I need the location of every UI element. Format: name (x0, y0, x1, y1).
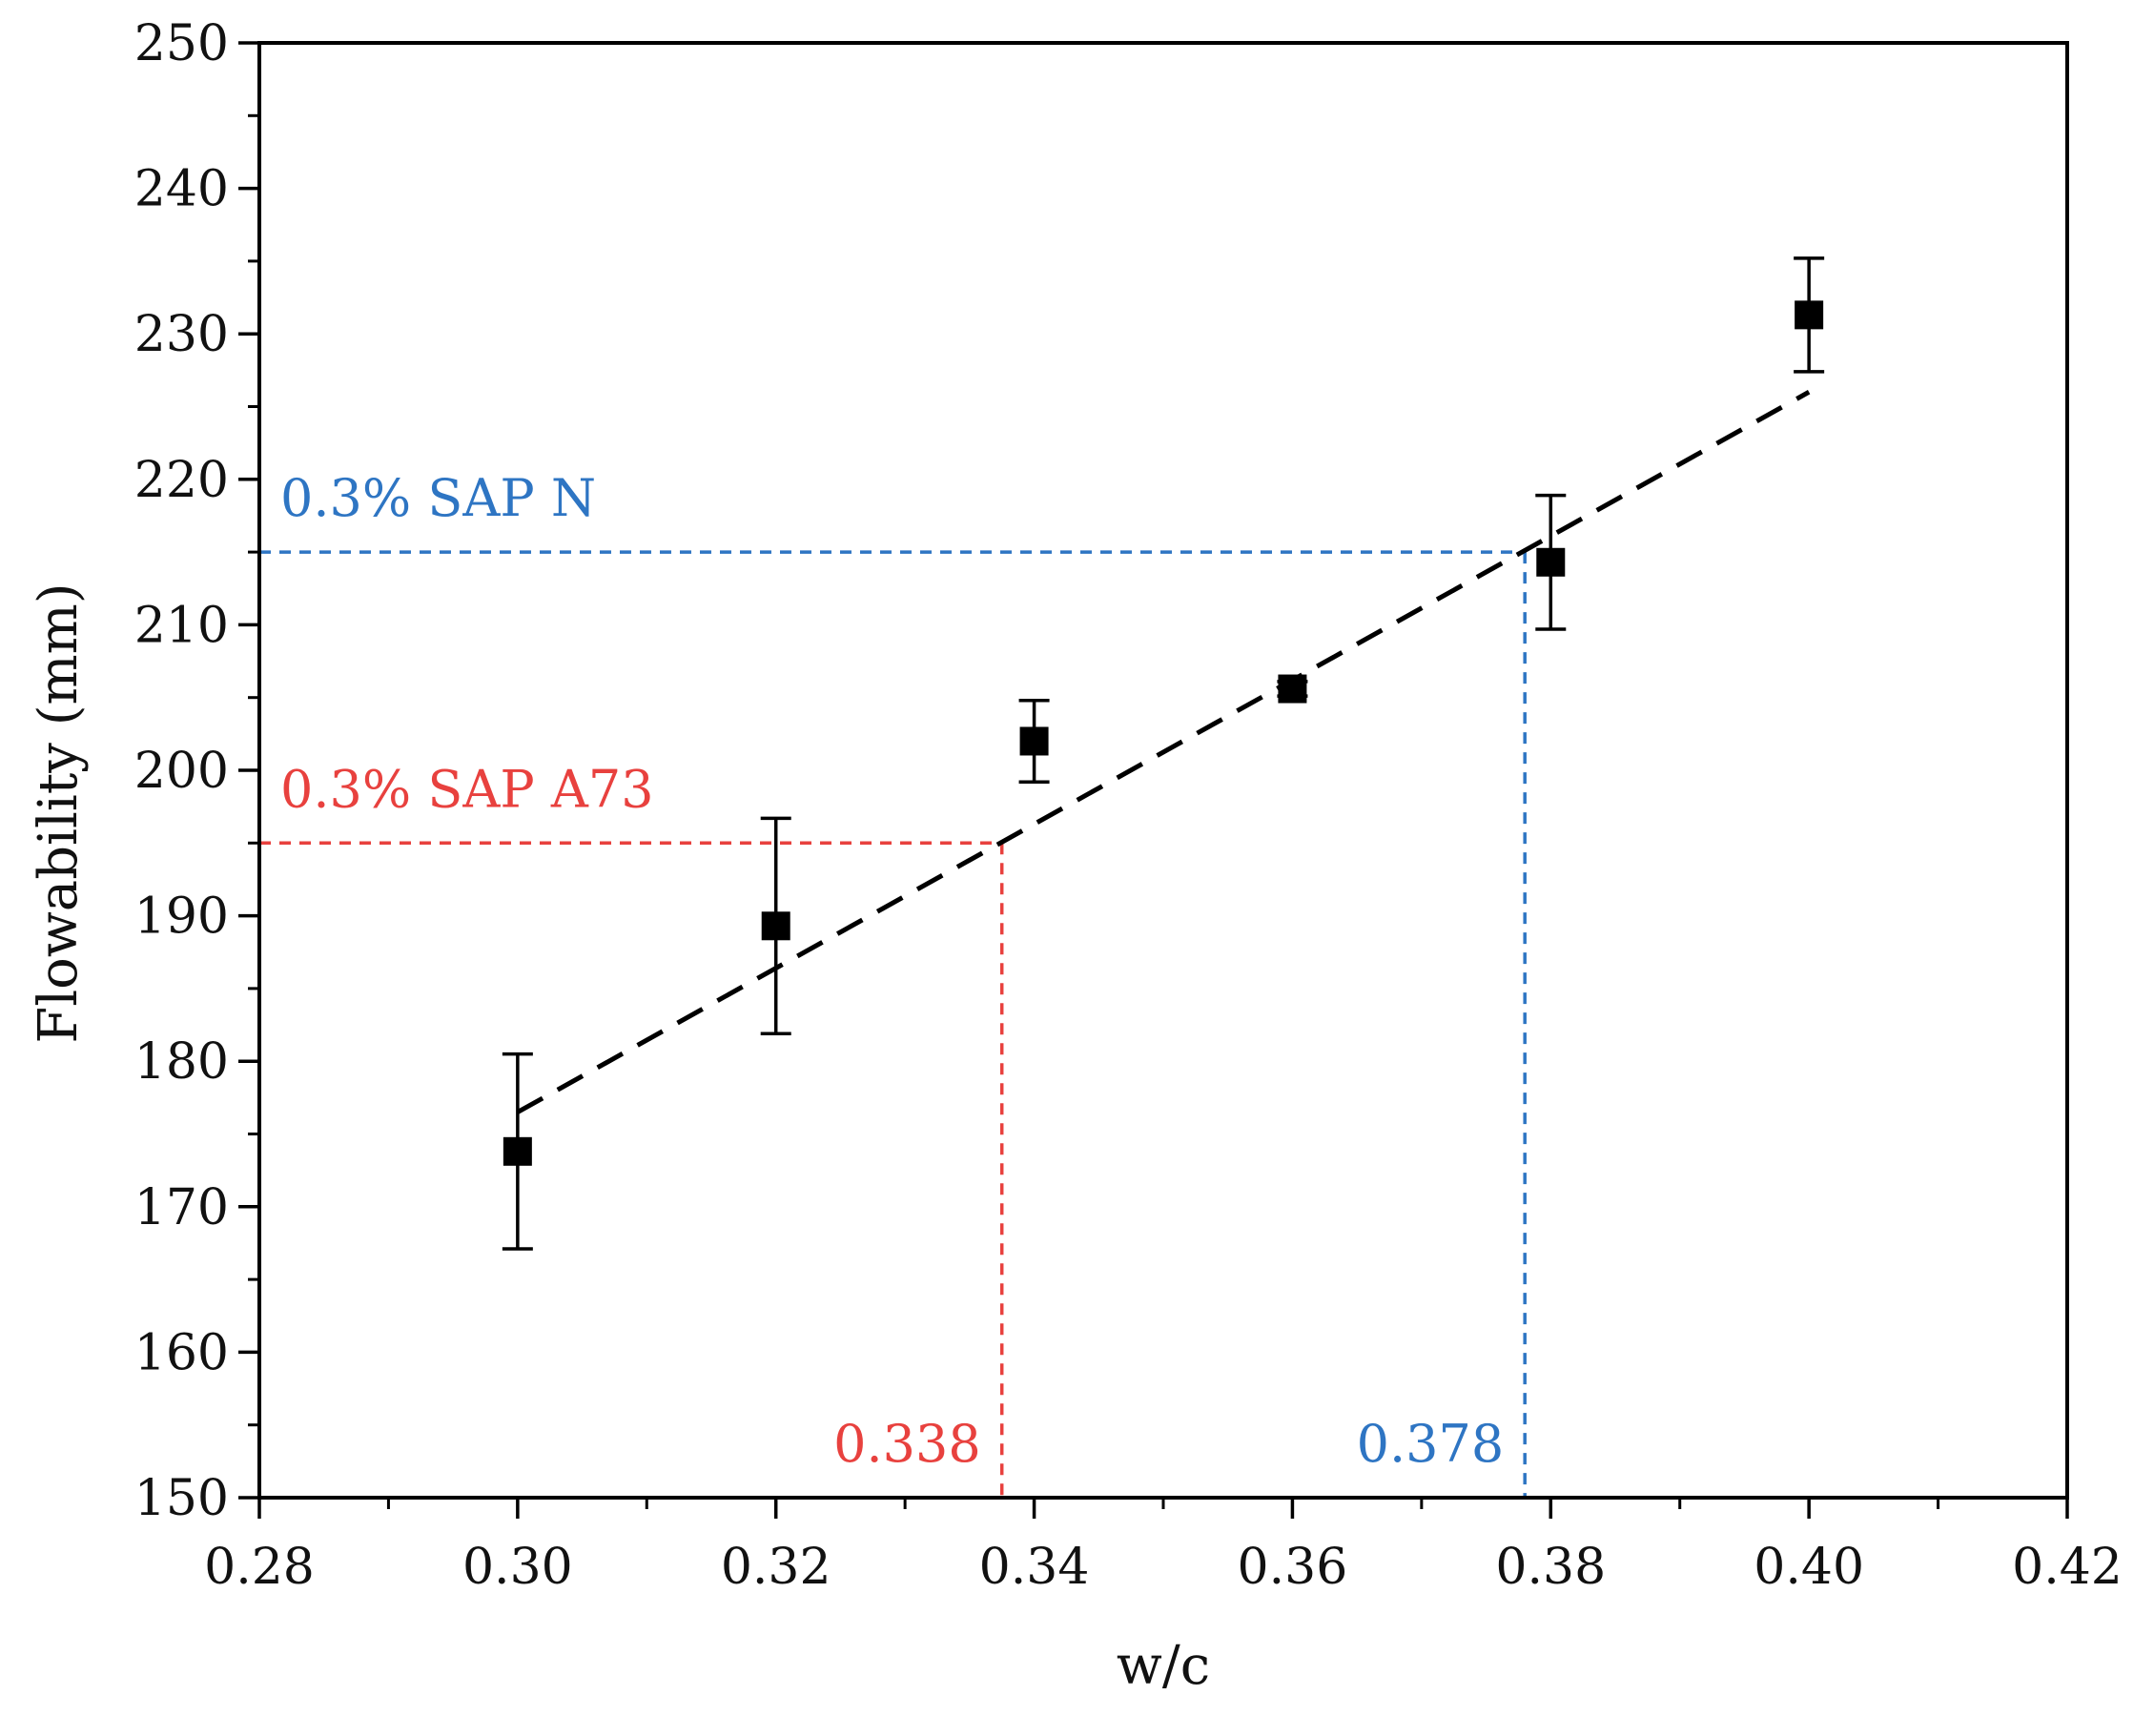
axes-layer: 0.28 0.30 0.32 0.34 0.36 0.38 0.40 0.42 150 160 17… (134, 15, 2123, 1596)
x-tick-label: 0.34 (979, 1539, 1090, 1596)
annotation-label: 0.3% SAP N (280, 468, 596, 528)
y-tick-label: 250 (134, 15, 229, 72)
y-tick-label: 200 (134, 743, 229, 800)
x-tick-label: 0.42 (2012, 1539, 2123, 1596)
linear-fit-line (516, 390, 1811, 1114)
data-point (1019, 726, 1049, 756)
y-axis-title: Flowability (mm) (28, 582, 90, 1043)
x-tick-label: 0.30 (462, 1539, 573, 1596)
data-point (503, 1136, 532, 1166)
y-tick-label: 230 (134, 306, 229, 363)
data-point (1536, 547, 1566, 577)
annotation-value-label: 0.338 (833, 1414, 981, 1474)
y-tick-label: 220 (134, 452, 229, 509)
x-tick-label: 0.38 (1495, 1539, 1606, 1596)
y-tick-label: 180 (134, 1033, 229, 1091)
x-tick-label: 0.36 (1238, 1539, 1348, 1596)
x-tick-label: 0.40 (1754, 1539, 1864, 1596)
y-tick-label: 150 (134, 1470, 229, 1527)
x-tick-label: 0.32 (721, 1539, 831, 1596)
x-tick-label: 0.28 (204, 1539, 315, 1596)
y-tick-label: 160 (134, 1324, 229, 1381)
data-point (1795, 300, 1824, 330)
annotation-layer: 0.3% SAP N 0.378 0.3% SAP A73 0.338 (259, 468, 1527, 1498)
x-axis-title: w/c (1117, 1635, 1210, 1697)
y-tick-label: 190 (134, 888, 229, 946)
data-layer (502, 256, 1825, 1251)
data-point (761, 911, 790, 941)
annotation-value-label: 0.378 (1357, 1414, 1505, 1474)
y-tick-label: 170 (134, 1179, 229, 1236)
y-tick-label: 240 (134, 161, 229, 218)
y-tick-label: 210 (134, 597, 229, 654)
annotation-label: 0.3% SAP A73 (280, 759, 654, 819)
fit-line-layer (516, 390, 1811, 1114)
data-point (1278, 674, 1307, 704)
